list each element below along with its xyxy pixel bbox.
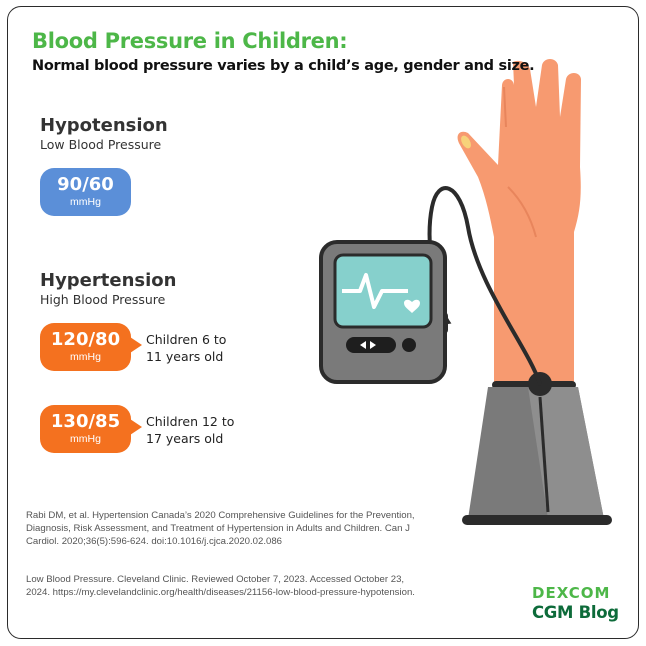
blood-pressure-illustration	[319, 59, 612, 525]
brand-tagline: CGM Blog	[532, 603, 619, 622]
reading-value: 120/80	[50, 329, 121, 350]
reference-citation: Rabi DM, et al. Hypertension Canada’s 20…	[26, 510, 415, 548]
reading-unit: mmHg	[70, 433, 101, 445]
hypotension-subheading: Low Blood Pressure	[40, 137, 162, 152]
badge-pointer-icon	[130, 419, 142, 435]
monitor-icon	[319, 240, 448, 384]
infographic-card: Blood Pressure in Children: Normal blood…	[7, 6, 639, 639]
reading-value: 130/85	[50, 411, 121, 432]
hypertension-reading-badge-12-17: 130/85 mmHg	[40, 405, 131, 453]
hypertension-subheading: High Blood Pressure	[40, 292, 166, 307]
reading-value: 90/60	[57, 174, 114, 195]
reference-citation: Low Blood Pressure. Cleveland Clinic. Re…	[26, 574, 415, 599]
age-range-label: Children 6 to 11 years old	[146, 332, 227, 364]
badge-pointer-icon	[130, 337, 142, 353]
age-range-label: Children 12 to 17 years old	[146, 414, 235, 446]
brand-logo: DEXCOM	[532, 584, 611, 602]
hypertension-reading-badge-6-11: 120/80 mmHg	[40, 323, 131, 371]
hypotension-reading-badge: 90/60 mmHg	[40, 168, 131, 216]
hypertension-heading: Hypertension	[40, 270, 177, 291]
arm-icon	[457, 59, 581, 387]
cuff-icon	[462, 372, 612, 525]
page-subtitle: Normal blood pressure varies by a child’…	[32, 58, 535, 74]
page-title: Blood Pressure in Children:	[32, 29, 348, 53]
reading-unit: mmHg	[70, 196, 101, 208]
reading-unit: mmHg	[70, 351, 101, 363]
heart-icon	[404, 299, 420, 313]
hypotension-heading: Hypotension	[40, 115, 168, 136]
